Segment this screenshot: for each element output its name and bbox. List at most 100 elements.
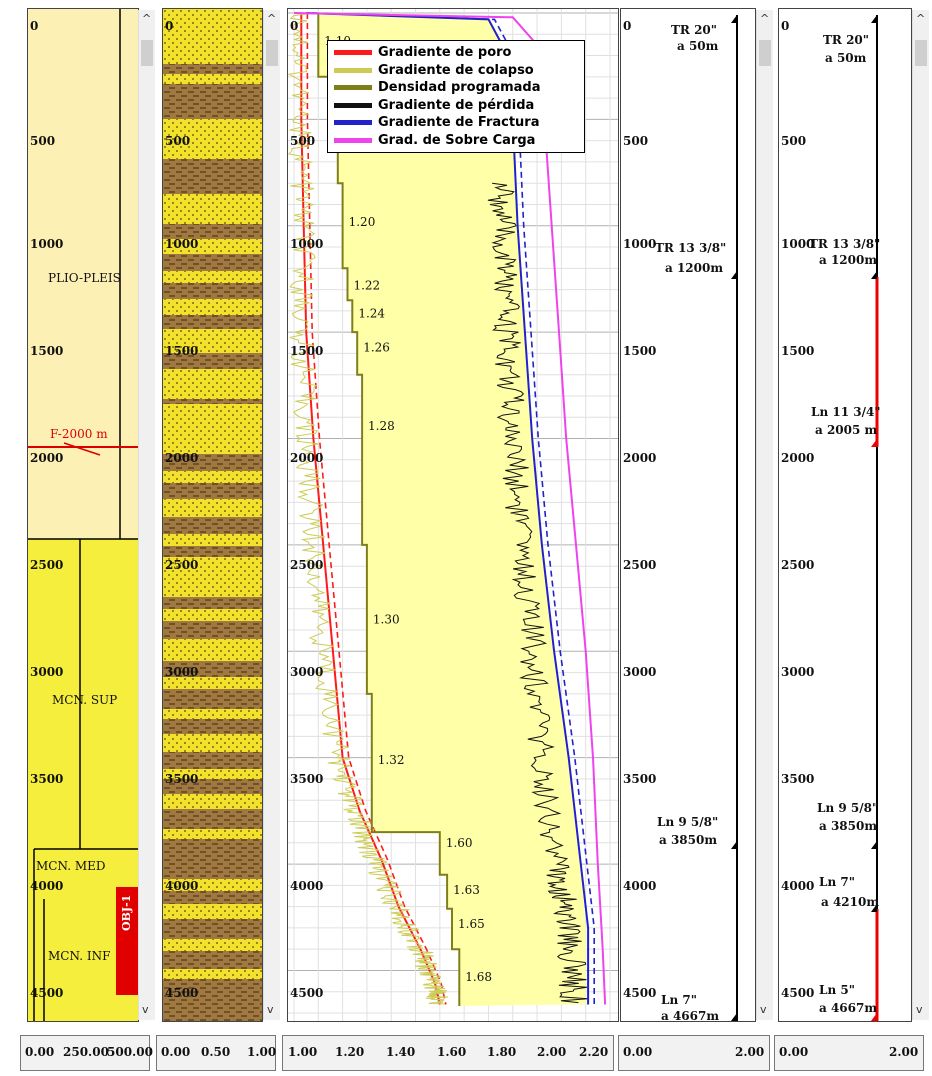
x-tick-label: 1.80 bbox=[487, 1045, 517, 1059]
scroll-down-icon[interactable]: v bbox=[916, 1003, 923, 1016]
scroll-down-icon[interactable]: v bbox=[267, 1003, 274, 1016]
depth-label: 0 bbox=[290, 19, 299, 33]
depth-label: 3000 bbox=[781, 665, 815, 679]
depth-label: 3500 bbox=[290, 772, 324, 786]
casing-label: Ln 9 5/8" bbox=[657, 815, 719, 829]
scroll-down-icon[interactable]: v bbox=[142, 1003, 149, 1016]
depth-label: 3500 bbox=[165, 772, 199, 786]
casing-label: a 1200m bbox=[665, 261, 724, 275]
depth-label: 2000 bbox=[623, 451, 657, 465]
x-tick-label: 500.00 bbox=[107, 1045, 153, 1059]
formation-track: 0 500 1000 1500 2000 2500 3000 3500 4000… bbox=[27, 8, 139, 1022]
depth-label: 2000 bbox=[30, 451, 64, 465]
depth-label: 500 bbox=[781, 134, 807, 148]
depth-label: 3000 bbox=[623, 665, 657, 679]
depth-label: 3000 bbox=[30, 665, 64, 679]
legend-item: Grad. de Sobre Carga bbox=[334, 132, 578, 150]
depth-label: 1000 bbox=[290, 237, 324, 251]
depth-label: 0 bbox=[165, 19, 174, 33]
depth-label: 2500 bbox=[30, 558, 64, 572]
depth-label: 500 bbox=[290, 134, 316, 148]
casing-svg-2 bbox=[871, 15, 879, 1021]
depth-label: 1500 bbox=[290, 344, 324, 358]
scrollbar-casing-1[interactable]: ^ v bbox=[756, 10, 773, 1020]
scrollbar-formations[interactable]: ^ v bbox=[138, 10, 155, 1020]
legend-item: Gradiente de Fractura bbox=[334, 114, 578, 132]
casing-label: a 4210m bbox=[821, 895, 880, 909]
casing-label: Ln 9 5/8" bbox=[817, 801, 879, 815]
casing-label: TR 20" bbox=[671, 23, 718, 37]
depth-label: 500 bbox=[623, 134, 649, 148]
density-label: 1.22 bbox=[353, 279, 380, 293]
axis-gradient-chart: 1.00 1.20 1.40 1.60 1.80 2.00 2.20 bbox=[282, 1035, 614, 1071]
axis-casing-2: 0.00 2.00 bbox=[774, 1035, 924, 1071]
casing-label: Ln 11 3/4" bbox=[811, 405, 881, 419]
depth-label: 4500 bbox=[165, 986, 199, 1000]
depth-label: 3500 bbox=[623, 772, 657, 786]
x-tick-label: 2.20 bbox=[579, 1045, 609, 1059]
formation-svg bbox=[28, 9, 138, 1021]
scroll-thumb[interactable] bbox=[759, 40, 771, 66]
depth-label: 2000 bbox=[290, 451, 324, 465]
density-label: 1.68 bbox=[465, 970, 492, 984]
casing-label: a 3850m bbox=[659, 833, 718, 847]
legend-item: Gradiente de pérdida bbox=[334, 97, 578, 115]
depth-label: 4000 bbox=[290, 879, 324, 893]
density-label: 1.20 bbox=[349, 215, 376, 229]
scroll-up-icon[interactable]: ^ bbox=[760, 12, 770, 25]
scroll-up-icon[interactable]: ^ bbox=[267, 12, 277, 25]
depth-label: 3500 bbox=[781, 772, 815, 786]
scroll-thumb[interactable] bbox=[266, 40, 278, 66]
density-label: 1.60 bbox=[446, 836, 473, 850]
x-tick-label: 1.00 bbox=[288, 1045, 318, 1059]
x-tick-label: 0.00 bbox=[25, 1045, 55, 1059]
x-tick-label: 0.00 bbox=[779, 1045, 809, 1059]
series-line bbox=[487, 182, 588, 1004]
formation-label: MCN. MED bbox=[36, 859, 106, 873]
casing-label: a 4667m bbox=[819, 1001, 878, 1015]
fault-label: F-2000 m bbox=[50, 427, 108, 441]
scrollbar-casing-2[interactable]: ^ v bbox=[912, 10, 929, 1020]
lithology-svg bbox=[163, 9, 262, 1021]
axis-formations: 0.00 250.00 500.00 bbox=[20, 1035, 153, 1071]
density-label: 1.30 bbox=[373, 613, 400, 627]
x-tick-label: 0.50 bbox=[201, 1045, 231, 1059]
depth-label: 4500 bbox=[623, 986, 657, 1000]
depth-label: 2000 bbox=[781, 451, 815, 465]
x-tick-label: 2.00 bbox=[889, 1045, 919, 1059]
density-label: 1.63 bbox=[453, 883, 480, 897]
chart-legend: Gradiente de poro Gradiente de colapso D… bbox=[327, 40, 585, 153]
depth-label: 0 bbox=[781, 19, 790, 33]
scroll-up-icon[interactable]: ^ bbox=[916, 12, 926, 25]
depth-label: 4500 bbox=[30, 986, 64, 1000]
axis-casing-1: 0.00 2.00 bbox=[618, 1035, 770, 1071]
legend-label: Densidad programada bbox=[378, 80, 541, 96]
depth-label: 1000 bbox=[165, 237, 199, 251]
scrollbar-lithology[interactable]: ^ v bbox=[263, 10, 280, 1020]
x-tick-label: 0.00 bbox=[623, 1045, 653, 1059]
casing-label: TR 13 3/8" bbox=[655, 241, 727, 255]
depth-label: 2500 bbox=[165, 558, 199, 572]
scroll-thumb[interactable] bbox=[915, 40, 927, 66]
depth-label: 3000 bbox=[165, 665, 199, 679]
density-label: 1.65 bbox=[458, 917, 485, 931]
casing-label: a 50m bbox=[677, 39, 719, 53]
x-tick-label: 2.00 bbox=[735, 1045, 765, 1059]
series-line bbox=[288, 12, 449, 1005]
objective-label: OBJ-1 bbox=[120, 894, 133, 931]
series-line-dashed bbox=[306, 13, 447, 1005]
casing-label: a 50m bbox=[825, 51, 867, 65]
legend-item: Gradiente de colapso bbox=[334, 62, 578, 80]
depth-label: 500 bbox=[30, 134, 56, 148]
scroll-thumb[interactable] bbox=[141, 40, 153, 66]
operating-window bbox=[306, 13, 586, 1006]
casing-track-2: 0 500 1000 1500 2000 2500 3000 3500 4000… bbox=[778, 8, 912, 1022]
formation-label: MCN. SUP bbox=[52, 693, 118, 707]
x-tick-label: 1.40 bbox=[386, 1045, 416, 1059]
scroll-up-icon[interactable]: ^ bbox=[142, 12, 152, 25]
casing-label: a 1200m bbox=[819, 253, 878, 267]
casing-label: a 3850m bbox=[819, 819, 878, 833]
depth-label: 0 bbox=[30, 19, 39, 33]
scroll-down-icon[interactable]: v bbox=[760, 1003, 767, 1016]
depth-label: 2500 bbox=[623, 558, 657, 572]
